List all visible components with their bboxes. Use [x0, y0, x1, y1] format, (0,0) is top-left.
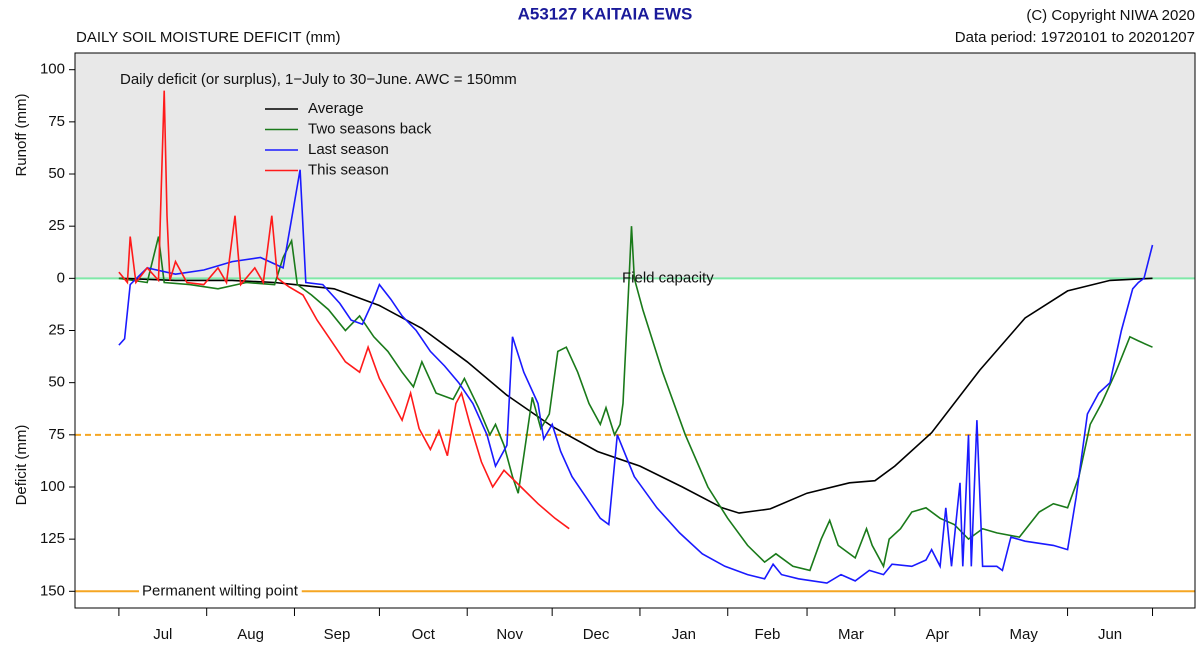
x-tick-label: Jan [672, 626, 696, 643]
y-tick-label: 75 [48, 113, 65, 130]
chart-title: A53127 KAITAIA EWS [518, 4, 693, 23]
y-tick-label: 150 [40, 582, 65, 599]
y-axis-label: Deficit (mm) [13, 425, 30, 506]
reference-label: Permanent wilting point [142, 582, 299, 599]
legend-label: Last season [308, 141, 389, 158]
legend-label: Two seasons back [308, 120, 432, 137]
series-line [118, 90, 570, 530]
x-tick-label: Dec [583, 626, 610, 643]
series-line [118, 277, 1153, 514]
plot-frame [74, 52, 1196, 609]
x-tick-label: Aug [237, 626, 264, 643]
x-tick-label: Sep [324, 626, 351, 643]
annotation: Daily deficit (or surplus), 1−July to 30… [120, 71, 517, 88]
x-tick-label: Feb [754, 626, 780, 643]
chart-subtitle: DAILY SOIL MOISTURE DEFICIT (mm) [76, 29, 340, 46]
x-tick-label: Jun [1098, 626, 1122, 643]
label-background [139, 582, 302, 600]
x-tick-label: Oct [412, 626, 436, 643]
legend-label: This season [308, 161, 389, 178]
legend-label: Average [308, 100, 364, 117]
reference-label: Field capacity [622, 269, 714, 286]
x-tick-label: May [1010, 626, 1039, 643]
y-axis-label: Runoff (mm) [13, 93, 30, 176]
surplus-region [75, 53, 1195, 279]
x-tick-label: Nov [496, 626, 523, 643]
x-tick-label: Mar [838, 626, 864, 643]
y-tick-label: 125 [40, 530, 65, 547]
x-tick-label: Apr [926, 626, 949, 643]
y-tick-label: 25 [48, 321, 65, 338]
y-tick-label: 50 [48, 165, 65, 182]
copyright: (C) Copyright NIWA 2020 [1026, 7, 1195, 24]
y-tick-label: 25 [48, 217, 65, 234]
series-line [118, 169, 1154, 584]
y-tick-label: 100 [40, 61, 65, 78]
x-tick-label: Jul [153, 626, 172, 643]
y-tick-label: 50 [48, 374, 65, 391]
y-tick-label: 100 [40, 478, 65, 495]
y-tick-label: 75 [48, 426, 65, 443]
y-tick-label: 0 [57, 269, 65, 286]
data-period: Data period: 19720101 to 20201207 [955, 29, 1195, 46]
